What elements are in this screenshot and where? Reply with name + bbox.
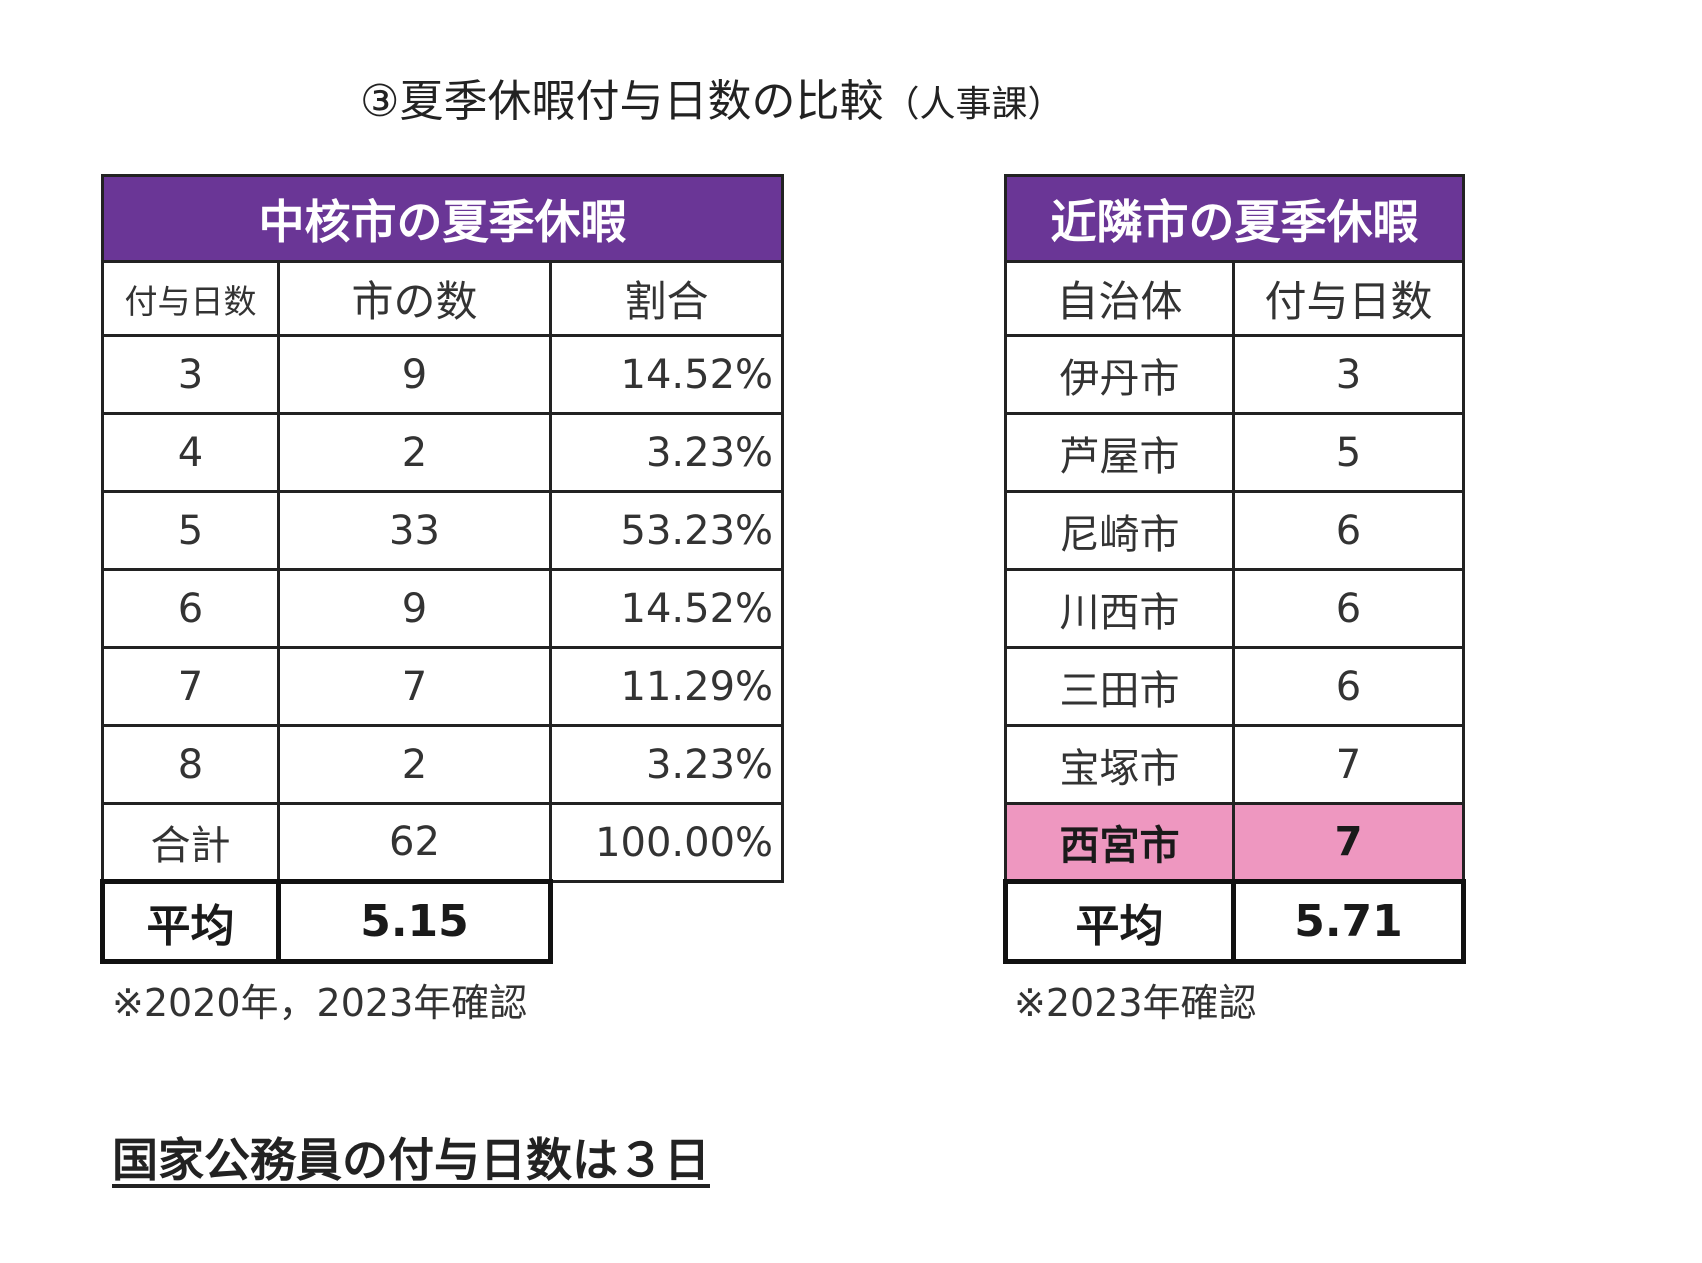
cell-municipality: 西宮市 xyxy=(1004,802,1235,883)
cell-days: 7 xyxy=(101,646,280,727)
cell-municipality: 三田市 xyxy=(1004,646,1235,727)
table-row: 川西市 6 xyxy=(1004,568,1465,649)
average-label: 平均 xyxy=(100,879,281,964)
table-row: 3 9 14.52% xyxy=(101,334,785,415)
cell-total-count: 62 xyxy=(277,802,552,883)
cell-municipality: 川西市 xyxy=(1004,568,1235,649)
average-value: 5.15 xyxy=(276,879,553,964)
cell-days: 6 xyxy=(1232,490,1465,571)
page-title: ③夏季休暇付与日数の比較（人事課） xyxy=(360,72,1063,135)
column-header-city-count: 市の数 xyxy=(277,260,552,337)
average-row: 平均 5.71 xyxy=(1003,879,1466,964)
title-sub: （人事課） xyxy=(883,84,1064,125)
cell-days: 5 xyxy=(101,490,280,571)
cell-days: 3 xyxy=(1232,334,1465,415)
average-row: 平均 5.15 xyxy=(100,879,783,964)
table-row: 6 9 14.52% xyxy=(101,568,785,649)
cell-municipality: 芦屋市 xyxy=(1004,412,1235,493)
total-row: 合計 62 100.00% xyxy=(101,802,785,883)
table-row: 三田市 6 xyxy=(1004,646,1465,727)
table-row: 8 2 3.23% xyxy=(101,724,785,805)
neighbor-city-column-headers: 自治体 付与日数 xyxy=(1004,260,1465,337)
core-city-table-header: 中核市の夏季休暇 xyxy=(100,174,785,263)
table-row: 伊丹市 3 xyxy=(1004,334,1465,415)
table-row: 7 7 11.29% xyxy=(101,646,785,727)
highlighted-row: 西宮市 7 xyxy=(1004,802,1465,883)
cell-city-count: 9 xyxy=(277,334,552,415)
cell-ratio: 3.23% xyxy=(548,724,785,805)
cell-municipality: 伊丹市 xyxy=(1004,334,1235,415)
cell-days: 7 xyxy=(1232,802,1465,883)
table-row: 4 2 3.23% xyxy=(101,412,785,493)
cell-municipality: 宝塚市 xyxy=(1004,724,1235,805)
cell-city-count: 7 xyxy=(277,646,552,727)
column-header-days: 付与日数 xyxy=(101,260,280,337)
neighbor-city-table: 近隣市の夏季休暇 自治体 付与日数 伊丹市 3 芦屋市 5 尼崎市 6 川西市 … xyxy=(1003,174,1466,964)
cell-city-count: 2 xyxy=(277,412,552,493)
core-city-column-headers: 付与日数 市の数 割合 xyxy=(101,260,785,337)
cell-ratio: 14.52% xyxy=(548,334,785,415)
cell-days: 3 xyxy=(101,334,280,415)
column-header-days: 付与日数 xyxy=(1232,260,1465,337)
average-label: 平均 xyxy=(1003,879,1236,964)
cell-total-label: 合計 xyxy=(101,802,280,883)
cell-days: 6 xyxy=(1232,568,1465,649)
neighbor-city-note: ※2023年確認 xyxy=(1014,981,1257,1025)
core-city-note: ※2020年，2023年確認 xyxy=(112,981,528,1025)
title-main: ③夏季休暇付与日数の比較 xyxy=(360,76,884,127)
core-city-table: 中核市の夏季休暇 付与日数 市の数 割合 3 9 14.52% 4 2 3.23… xyxy=(100,174,785,964)
cell-days: 8 xyxy=(101,724,280,805)
cell-ratio: 53.23% xyxy=(548,490,785,571)
empty-cell xyxy=(551,882,783,962)
column-header-municipality: 自治体 xyxy=(1004,260,1235,337)
cell-days: 4 xyxy=(101,412,280,493)
cell-days: 6 xyxy=(1232,646,1465,727)
cell-city-count: 33 xyxy=(277,490,552,571)
table-row: 芦屋市 5 xyxy=(1004,412,1465,493)
average-value: 5.71 xyxy=(1231,879,1466,964)
cell-total-ratio: 100.00% xyxy=(548,802,785,883)
cell-ratio: 3.23% xyxy=(548,412,785,493)
table-row: 5 33 53.23% xyxy=(101,490,785,571)
cell-days: 7 xyxy=(1232,724,1465,805)
table-row: 尼崎市 6 xyxy=(1004,490,1465,571)
cell-city-count: 9 xyxy=(277,568,552,649)
cell-days: 5 xyxy=(1232,412,1465,493)
cell-days: 6 xyxy=(101,568,280,649)
neighbor-city-table-header: 近隣市の夏季休暇 xyxy=(1004,174,1465,263)
cell-city-count: 2 xyxy=(277,724,552,805)
table-row: 宝塚市 7 xyxy=(1004,724,1465,805)
cell-municipality: 尼崎市 xyxy=(1004,490,1235,571)
cell-ratio: 14.52% xyxy=(548,568,785,649)
column-header-ratio: 割合 xyxy=(548,260,785,337)
cell-ratio: 11.29% xyxy=(548,646,785,727)
national-civil-servant-note: 国家公務員の付与日数は３日 xyxy=(112,1133,710,1187)
